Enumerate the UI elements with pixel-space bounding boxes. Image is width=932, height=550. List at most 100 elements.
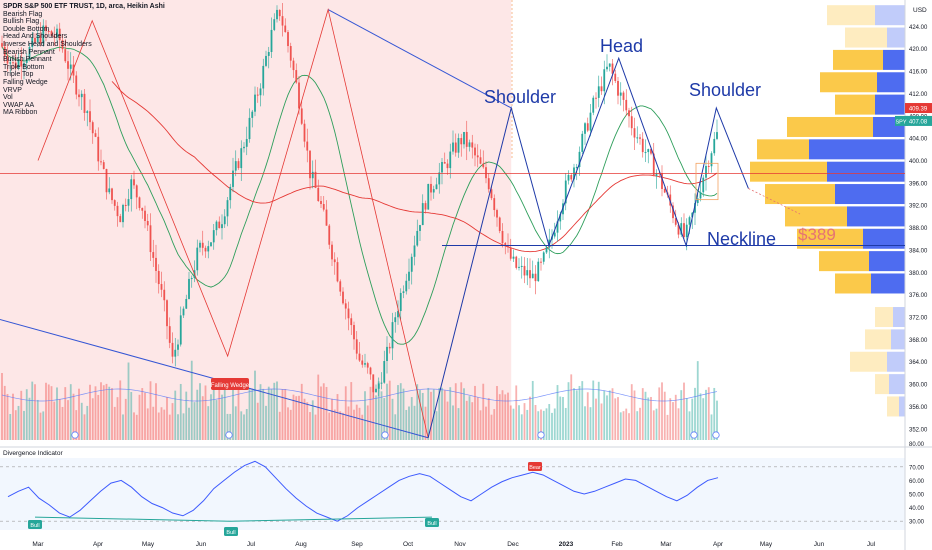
volume-bar: [361, 414, 364, 440]
volume-bar: [1, 373, 3, 440]
candle-body: [89, 111, 91, 123]
volume-bar: [575, 390, 578, 440]
ma-ribbon: [1, 46, 718, 402]
candle-body: [614, 73, 617, 81]
volume-bar: [309, 412, 311, 440]
volume-bar: [567, 382, 570, 440]
volume-bar: [325, 386, 328, 440]
bull-tag: Bull: [28, 520, 42, 529]
volume-bar: [674, 394, 677, 440]
volume-bar: [595, 398, 597, 440]
volume-bar: [493, 409, 496, 440]
price-tick-label: 376.00: [909, 293, 928, 299]
legend-item[interactable]: Bullish Pennant: [3, 56, 52, 64]
candle-body: [273, 19, 276, 30]
candle-body: [6, 55, 9, 64]
candle-body: [34, 37, 36, 43]
legend-item[interactable]: Triple Bottom: [3, 63, 45, 71]
candle-body: [97, 136, 100, 162]
volume-bar: [589, 407, 592, 440]
volume-bar: [6, 393, 9, 440]
candle-body: [190, 278, 193, 280]
volume-bar: [600, 403, 603, 440]
candle-body: [295, 70, 298, 83]
candle-body: [58, 28, 61, 41]
volume-bar: [375, 395, 377, 440]
candle-body: [166, 300, 168, 327]
symbol-title[interactable]: SPDR S&P 500 ETF TRUST, 1D, arca, Heikin…: [3, 3, 165, 10]
volume-bar: [234, 406, 237, 440]
candle-body: [509, 247, 512, 259]
candle-body: [619, 92, 622, 96]
candle-body: [716, 132, 718, 139]
price-tick-label: 360.00: [909, 383, 928, 389]
candle-body: [303, 123, 306, 142]
volume-bar: [259, 384, 262, 440]
legend-item[interactable]: Triple Top: [3, 71, 34, 79]
time-tick-label: Mar: [660, 541, 672, 548]
profile-bar-blue: [809, 139, 905, 160]
candle-body: [707, 165, 710, 167]
volume-bar: [548, 404, 551, 440]
volume-bar: [278, 411, 281, 440]
legend-item[interactable]: MA Ribbon: [3, 109, 38, 117]
profile-bar-yellow: [835, 273, 871, 294]
legend-item[interactable]: Bearish Pennant: [3, 48, 55, 56]
candle-body: [608, 63, 611, 67]
volume-bar: [144, 392, 146, 440]
volume-bar: [391, 398, 394, 440]
candle-body: [366, 363, 369, 368]
bull-tag: Bull: [224, 527, 238, 536]
time-tick-label: Jul: [247, 541, 256, 548]
legend-item[interactable]: VWAP AA: [3, 101, 35, 109]
candle-body: [542, 252, 545, 262]
legend-item[interactable]: Falling Wedge: [3, 78, 48, 86]
candle-body: [168, 326, 171, 343]
volume-bar: [53, 401, 56, 440]
candle-body: [603, 69, 606, 92]
candle-body: [600, 86, 603, 92]
candle-body: [388, 346, 391, 349]
volume-bar: [584, 406, 586, 440]
candle-body: [416, 230, 419, 246]
candle-body: [234, 161, 237, 171]
profile-bar-yellow: [787, 116, 873, 137]
legend-item[interactable]: VRVP: [3, 86, 22, 94]
volume-bar: [267, 386, 270, 440]
candle-body: [463, 131, 465, 145]
volume-bar: [196, 389, 199, 440]
candle-body: [1, 43, 3, 47]
volume-bar: [614, 398, 617, 440]
candle-body: [36, 34, 39, 43]
volume-bar: [160, 407, 163, 440]
candle-body: [141, 207, 144, 211]
candle-body: [487, 178, 490, 190]
candle-body: [520, 265, 523, 267]
time-tick-label: Feb: [611, 541, 623, 548]
candle-body: [185, 298, 188, 309]
legend-item[interactable]: Bullish Flag: [3, 18, 40, 26]
legend-item[interactable]: Head And Shoulders: [3, 33, 68, 41]
volume-bar: [592, 380, 595, 440]
volume-bar: [680, 390, 683, 440]
event-marker-icon: [690, 431, 698, 439]
profile-bar-yellow: [833, 49, 883, 70]
candle-body: [655, 173, 658, 177]
volume-bar: [300, 383, 303, 440]
volume-bar: [573, 388, 575, 440]
candle-body: [526, 270, 529, 276]
legend-item[interactable]: Bearish Flag: [3, 10, 43, 18]
legend-item[interactable]: Inverse Head and Shoulders: [3, 40, 92, 48]
legend-item[interactable]: Double Bottom: [3, 25, 50, 33]
rsi-tick-label: 70.00: [909, 465, 925, 471]
volume-bar: [454, 383, 457, 440]
volume-bar: [190, 360, 193, 440]
volume-bar: [344, 386, 347, 440]
volume-bar: [254, 370, 256, 440]
volume-bar: [457, 408, 460, 440]
volume-bar: [603, 390, 606, 440]
candle-body: [699, 192, 702, 199]
highlight-box: [695, 162, 719, 201]
legend-item[interactable]: Vol: [3, 94, 13, 102]
